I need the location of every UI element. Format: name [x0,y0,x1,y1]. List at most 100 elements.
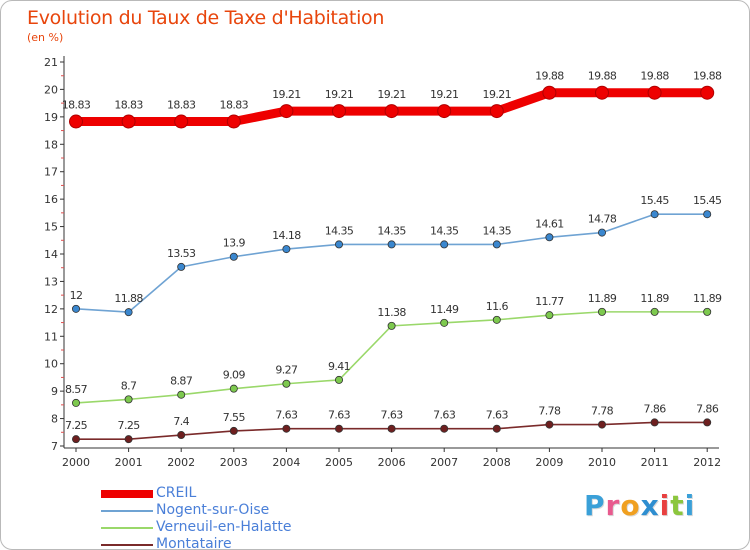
data-label: 14.61 [535,217,564,230]
legend-swatch [101,490,153,498]
data-label: 11.89 [588,292,617,305]
data-label: 11.6 [486,300,509,313]
data-point [177,390,186,399]
data-label: 7.55 [223,411,246,424]
legend-swatch [101,510,153,512]
data-point [387,321,396,330]
legend-swatch [101,527,153,529]
x-tick-label: 2006 [378,456,406,469]
x-tick-label: 2000 [62,456,90,469]
data-label: 19.21 [377,88,406,101]
y-tick-label: 15 [44,221,58,234]
data-point [334,240,343,249]
data-label: 12 [70,289,83,302]
data-point [492,315,501,324]
x-tick-label: 2009 [535,456,563,469]
data-point [387,240,396,249]
data-label: 7.4 [173,415,189,428]
x-tick-label: 2004 [272,456,300,469]
data-label: 8.7 [121,379,137,392]
legend-label: Montataire [156,536,232,550]
data-point [703,210,712,219]
data-point [647,85,662,100]
data-label: 15.45 [640,194,669,207]
data-point [282,245,291,254]
y-tick-label: 17 [44,166,58,179]
data-point [440,318,449,327]
data-label: 18.83 [62,99,91,112]
legend-label: Verneuil-en-Halatte [156,519,292,535]
data-label: 19.88 [535,70,564,83]
data-point [124,435,133,444]
data-point [334,424,343,433]
data-point [72,435,81,444]
data-point [440,240,449,249]
data-point [72,304,81,313]
y-tick-label: 14 [44,248,58,261]
data-point [598,420,607,429]
y-tick-label: 8 [51,413,58,426]
x-tick-label: 2005 [325,456,353,469]
data-label: 13.53 [167,247,196,260]
data-label: 19.21 [272,88,301,101]
data-label: 19.21 [325,88,354,101]
data-label: 14.35 [377,224,406,237]
series-creil: 18.83 18.83 18.83 18.83 19.21 19.21 19.21 19.21… [62,70,723,129]
x-tick-label: 2008 [483,456,511,469]
data-point [332,104,346,119]
data-point [703,307,712,316]
y-tick-label: 10 [44,358,58,371]
data-point [282,379,291,388]
data-label: 7.25 [65,419,88,432]
x-tick-label: 2012 [693,456,721,469]
data-point [177,431,186,440]
data-label: 11.88 [114,292,143,305]
data-label: 8.57 [65,383,88,396]
data-point [595,85,609,100]
x-tick-label: 2001 [115,456,143,469]
data-point [384,104,399,119]
data-label: 14.35 [430,224,459,237]
logo-letter: o [620,489,641,522]
data-point [650,418,659,427]
data-label: 9.09 [223,369,246,382]
y-tick-label: 21 [44,56,58,69]
data-point [703,418,712,427]
data-point [124,308,133,317]
legend-label: CREIL [156,485,197,501]
chart-subtitle: (en %) [27,31,64,44]
x-tick-label: 2002 [167,456,195,469]
data-label: 7.63 [381,409,404,422]
logo-letter: i [659,489,671,522]
data-label: 11.77 [535,295,564,308]
data-label: 7.63 [275,409,298,422]
data-label: 7.63 [328,409,351,422]
x-tick-label: 2010 [588,456,616,469]
x-tick-label: 2007 [430,456,458,469]
x-tick-label: 2003 [220,456,248,469]
data-point [545,311,554,320]
data-point [650,307,659,316]
y-tick-label: 12 [44,303,58,316]
series-montataire: 7.25 7.25 7.4 7.55 7.63 7.63 7.63 7.63 7.63 7.78 7… [65,402,719,444]
data-point [279,104,294,119]
logo-letter: r [605,489,621,522]
data-point [174,114,189,129]
data-point [72,398,81,407]
data-point [226,114,241,129]
data-label: 7.63 [486,409,509,422]
data-label: 11.89 [693,292,722,305]
data-label: 14.35 [325,224,354,237]
data-label: 14.78 [588,213,617,226]
data-label: 18.83 [114,99,143,112]
data-point [121,114,136,129]
data-point [124,395,133,404]
data-point [229,426,238,435]
data-point [69,114,83,129]
data-point [598,228,607,237]
data-label: 8.87 [170,375,193,388]
data-point [177,262,186,271]
data-label: 13.9 [223,237,246,250]
